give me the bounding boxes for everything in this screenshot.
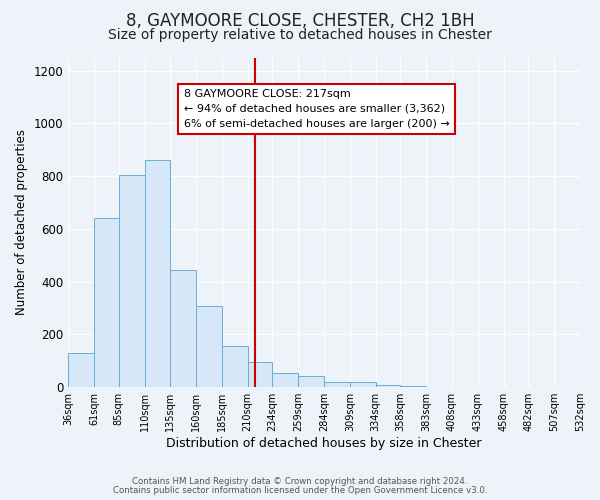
Text: Size of property relative to detached houses in Chester: Size of property relative to detached ho… — [108, 28, 492, 42]
Bar — [248, 362, 272, 387]
Bar — [298, 376, 324, 387]
Bar — [350, 382, 376, 387]
Bar — [376, 385, 400, 387]
Bar — [426, 386, 452, 387]
Y-axis label: Number of detached properties: Number of detached properties — [15, 130, 28, 316]
Bar — [222, 346, 248, 387]
Bar — [400, 386, 426, 387]
Bar — [324, 382, 350, 387]
X-axis label: Distribution of detached houses by size in Chester: Distribution of detached houses by size … — [166, 437, 482, 450]
Bar — [196, 306, 222, 387]
Bar — [119, 175, 145, 387]
Bar — [94, 218, 119, 387]
Text: Contains public sector information licensed under the Open Government Licence v3: Contains public sector information licen… — [113, 486, 487, 495]
Bar — [145, 160, 170, 387]
Text: Contains HM Land Registry data © Crown copyright and database right 2024.: Contains HM Land Registry data © Crown c… — [132, 477, 468, 486]
Text: 8 GAYMOORE CLOSE: 217sqm
← 94% of detached houses are smaller (3,362)
6% of semi: 8 GAYMOORE CLOSE: 217sqm ← 94% of detach… — [184, 89, 449, 129]
Bar — [272, 373, 298, 387]
Text: 8, GAYMOORE CLOSE, CHESTER, CH2 1BH: 8, GAYMOORE CLOSE, CHESTER, CH2 1BH — [125, 12, 475, 30]
Bar — [68, 353, 94, 387]
Bar — [170, 270, 196, 387]
